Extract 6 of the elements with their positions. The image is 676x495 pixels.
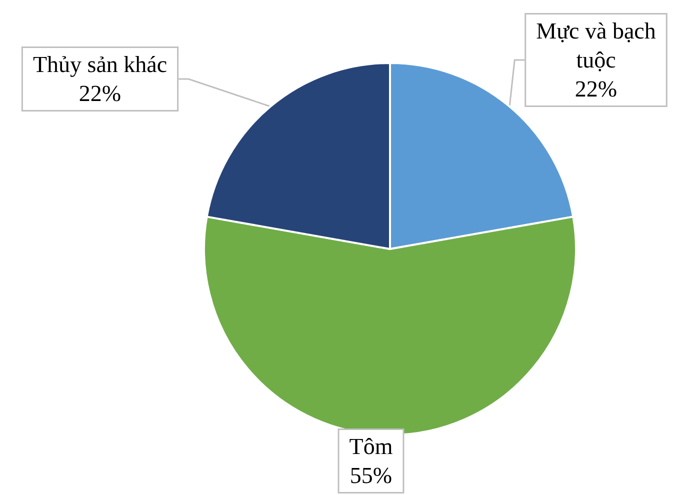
data-label: 22% xyxy=(78,81,122,106)
slice-label: Mực và bạch tuộc xyxy=(536,18,656,72)
data-label: 55% xyxy=(350,463,392,488)
slice-label: Thủy sản khác xyxy=(32,52,168,77)
data-label: 22% xyxy=(574,76,618,102)
slice-label: Tôm xyxy=(349,434,393,459)
